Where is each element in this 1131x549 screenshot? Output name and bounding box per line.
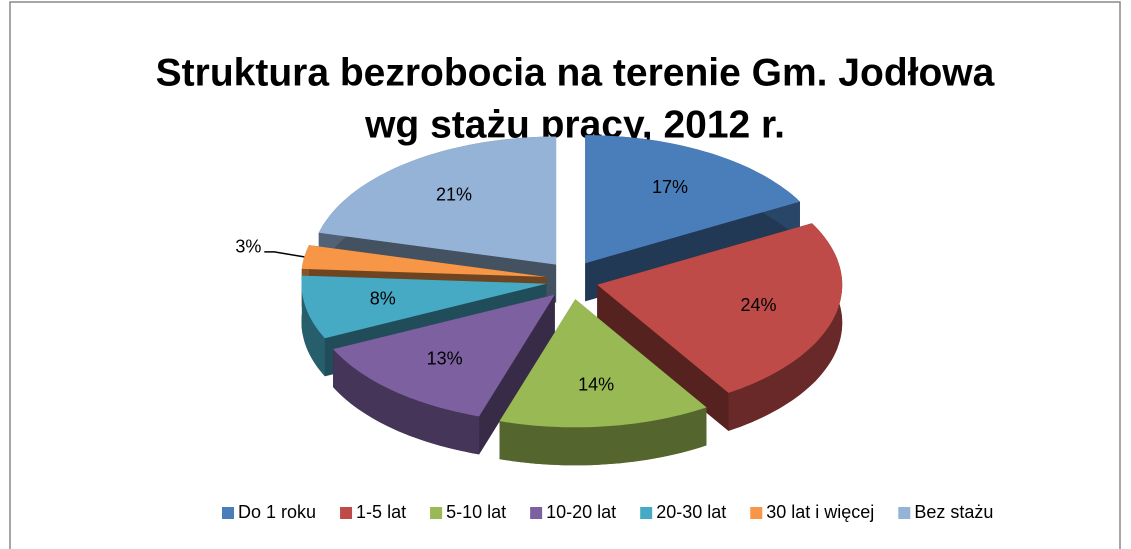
leader-line (264, 251, 305, 258)
data-label: 3% (235, 237, 261, 257)
legend-label: Bez stażu (914, 502, 993, 522)
data-label: 8% (370, 289, 396, 309)
data-label: 14% (578, 374, 614, 394)
legend-label: 10-20 lat (546, 502, 616, 522)
chart-title: Struktura bezrobocia na terenie Gm. Jodł… (156, 51, 995, 94)
legend-swatch (430, 507, 443, 519)
slice (597, 223, 843, 393)
legend-swatch (640, 507, 653, 519)
slice (499, 299, 707, 428)
legend-label: 20-30 lat (656, 502, 726, 522)
slice (301, 245, 547, 277)
slice-side (301, 275, 325, 377)
slice-side (728, 223, 843, 431)
legend-label: 5-10 lat (446, 502, 506, 522)
slice-side (499, 407, 707, 466)
slice (301, 275, 547, 339)
legend-label: 30 lat i więcej (766, 502, 874, 522)
data-label: 17% (652, 177, 688, 197)
slice (333, 294, 555, 417)
slice (585, 135, 800, 264)
legend-swatch (530, 507, 543, 519)
slice-side (333, 349, 480, 455)
chart-title: wg stażu pracy, 2012 r. (364, 103, 785, 146)
legend-swatch (750, 507, 763, 519)
slice (318, 136, 557, 265)
legend-label: Do 1 roku (238, 502, 316, 522)
legend-swatch (222, 507, 234, 519)
slice-side (597, 284, 729, 431)
legend-label: 1-5 lat (356, 502, 406, 522)
chart-frame (9, 1, 1121, 549)
data-label: 24% (741, 295, 777, 315)
data-label: 21% (436, 185, 472, 205)
legend-swatch (898, 507, 911, 519)
data-label: 13% (427, 349, 463, 369)
legend-swatch (340, 507, 353, 519)
